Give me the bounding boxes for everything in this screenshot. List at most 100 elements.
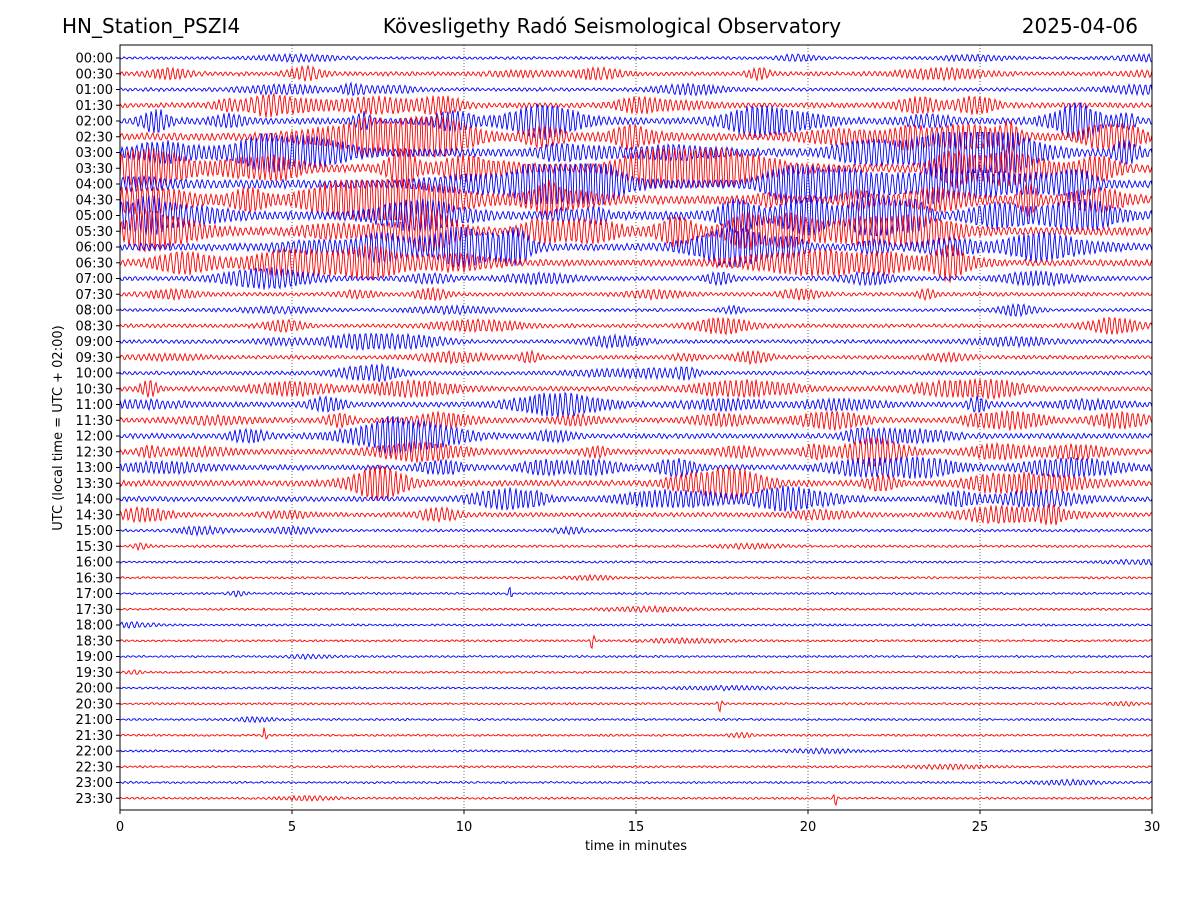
seismic-trace-2300	[119, 778, 1153, 787]
row-time-label: 20:30	[76, 697, 113, 712]
row-time-label: 11:30	[76, 414, 113, 429]
seismic-trace-0230	[119, 115, 1153, 159]
row-time-label: 07:30	[76, 288, 113, 303]
row-time-label: 23:30	[76, 792, 113, 807]
row-time-label: 11:00	[76, 398, 113, 413]
row-time-label: 12:30	[76, 445, 113, 460]
x-tick-label: 25	[972, 820, 989, 835]
x-tick-labels: 0 5 10 15 20 25 30	[116, 810, 1160, 835]
row-time-label: 03:30	[76, 162, 113, 177]
seismic-trace-1630	[119, 573, 1153, 582]
seismic-trace-1430	[119, 503, 1153, 526]
seismic-trace-2130	[119, 727, 1153, 740]
row-time-label: 16:30	[76, 571, 113, 586]
row-time-label: 18:30	[76, 634, 113, 649]
row-time-label: 07:00	[76, 272, 113, 287]
x-tick-label: 20	[800, 820, 817, 835]
seismic-trace-2100	[119, 715, 1153, 724]
seismic-trace-0330	[119, 148, 1153, 189]
seismic-trace-0300	[119, 131, 1153, 174]
row-time-label: 03:00	[76, 146, 113, 161]
seismic-trace-2330	[119, 793, 1153, 807]
row-time-label: 21:30	[76, 729, 113, 744]
seismic-trace-0200	[119, 102, 1153, 141]
station-name: HN_Station_PSZI4	[62, 14, 241, 38]
seismic-trace-1500	[120, 524, 1153, 537]
seismic-trace-1400	[119, 485, 1153, 512]
row-time-label: 08:00	[76, 304, 113, 319]
row-time-label: 04:00	[76, 178, 113, 193]
x-tick-label: 5	[288, 820, 296, 835]
row-time-label: 23:00	[76, 776, 113, 791]
seismic-trace-1830	[119, 634, 1153, 650]
row-time-label: 09:00	[76, 335, 113, 350]
seismic-trace-0830	[119, 316, 1153, 336]
row-time-label: 19:00	[76, 650, 113, 665]
seismic-trace-1530	[119, 542, 1153, 552]
row-time-label: 17:30	[76, 603, 113, 618]
x-tick-label: 10	[456, 820, 473, 835]
seismic-trace-1800	[119, 620, 1153, 629]
row-time-label: 06:00	[76, 241, 113, 256]
row-time-label: 09:30	[76, 351, 113, 366]
seismic-trace-0900	[119, 332, 1153, 352]
seismic-trace-1300	[119, 455, 1153, 480]
row-time-label: 01:00	[76, 83, 113, 98]
x-tick-label: 30	[1144, 820, 1161, 835]
seismic-trace-2000	[119, 684, 1153, 692]
row-time-label: 10:30	[76, 382, 113, 397]
row-time-label: 15:30	[76, 540, 113, 555]
row-time-label: 00:00	[76, 52, 113, 67]
row-time-label: 04:30	[76, 193, 113, 208]
row-time-label: 01:30	[76, 99, 113, 114]
seismic-trace-2230	[119, 763, 1153, 771]
seismic-trace-1030	[119, 378, 1153, 401]
seismic-trace-1130	[119, 409, 1153, 431]
row-time-label: 06:30	[76, 256, 113, 271]
row-time-label: 14:00	[76, 493, 113, 508]
x-tick-label: 15	[628, 820, 645, 835]
seismic-trace-1930	[119, 669, 1153, 675]
seismic-trace-1330	[119, 464, 1153, 501]
row-time-label: 00:30	[76, 67, 113, 82]
seismic-trace-0430	[119, 178, 1153, 222]
record-date: 2025-04-06	[1021, 14, 1138, 38]
row-time-label: 05:30	[76, 225, 113, 240]
row-time-label: 10:00	[76, 367, 113, 382]
seismic-trace-0500	[119, 195, 1153, 236]
seismic-trace-0800	[119, 302, 1153, 318]
seismic-trace-2200	[119, 747, 1153, 755]
row-time-label: 14:30	[76, 508, 113, 523]
x-axis-label: time in minutes	[585, 839, 687, 854]
seismic-trace-0730	[119, 286, 1153, 302]
row-time-label: 16:00	[76, 556, 113, 571]
row-time-label: 13:30	[76, 477, 113, 492]
row-time-label: 22:30	[76, 760, 113, 775]
seismic-trace-0030	[119, 64, 1153, 82]
row-time-label: 12:00	[76, 430, 113, 445]
row-time-label: 05:00	[76, 209, 113, 224]
seismic-trace-1900	[119, 653, 1153, 661]
row-time-label: 19:30	[76, 666, 113, 681]
row-tick-labels: 00:0000:3001:0001:3002:0002:3003:0003:30…	[76, 52, 120, 807]
row-time-label: 02:00	[76, 115, 113, 130]
seismic-trace-0530	[119, 210, 1153, 253]
seismic-trace-0130	[119, 92, 1153, 118]
seismic-trace-1000	[119, 362, 1153, 383]
seismic-trace-1200	[119, 415, 1153, 457]
row-time-label: 18:00	[76, 619, 113, 634]
x-tick-label: 0	[116, 820, 124, 835]
row-time-label: 02:30	[76, 130, 113, 145]
row-time-label: 20:00	[76, 682, 113, 697]
row-time-label: 08:30	[76, 319, 113, 334]
row-time-label: 17:00	[76, 587, 113, 602]
seismic-trace-1100	[119, 391, 1153, 419]
seismic-trace-0600	[119, 226, 1153, 268]
seismic-trace-0930	[119, 349, 1153, 366]
y-axis-label: UTC (local time = UTC + 02:00)	[51, 325, 66, 530]
seismic-trace-1700	[119, 586, 1153, 598]
seismic-trace-0000	[119, 52, 1153, 63]
observatory-title: Kövesligethy Radó Seismological Observat…	[382, 14, 842, 38]
seismic-trace-1600	[119, 558, 1153, 566]
